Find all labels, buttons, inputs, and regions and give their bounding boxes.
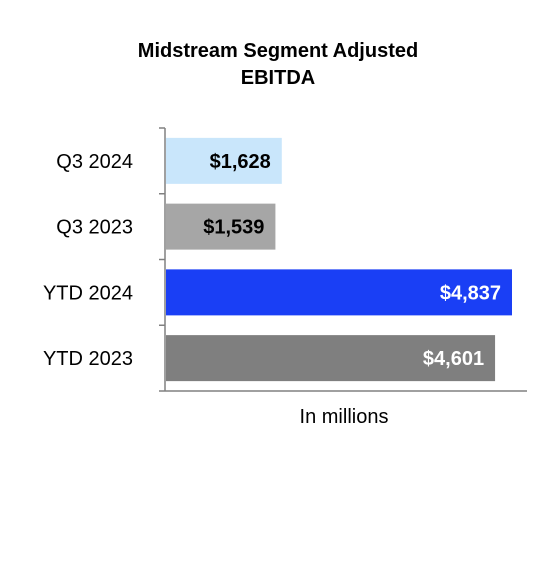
bars-layer (166, 137, 512, 382)
chart-title-line-1: Midstream Segment Adjusted (137, 40, 419, 62)
category-label: Q3 2023 (56, 217, 133, 239)
category-label: YTD 2024 (43, 282, 133, 304)
x-axis-label: In millions (300, 406, 389, 428)
value-label: $1,539 (203, 217, 264, 239)
category-label: Q3 2024 (56, 151, 133, 173)
chart-title: Midstream Segment Adjusted EBITDA (0, 38, 556, 92)
bar-ytd-2023 (166, 335, 496, 382)
labels-layer: Q3 2024 $1,628 Q3 2023 $1,539 YTD 2024 $4,837… (43, 151, 501, 370)
value-label: $4,601 (423, 348, 484, 370)
bar-q3-2024 (166, 137, 282, 184)
value-label: $4,837 (440, 282, 501, 304)
category-label: YTD 2023 (43, 348, 133, 370)
ticks-layer (159, 127, 165, 392)
bar-ytd-2024 (166, 269, 512, 316)
bar-q3-2023 (166, 203, 276, 250)
chart-title-line-2: EBITDA (240, 67, 316, 89)
value-label: $1,628 (210, 151, 271, 173)
